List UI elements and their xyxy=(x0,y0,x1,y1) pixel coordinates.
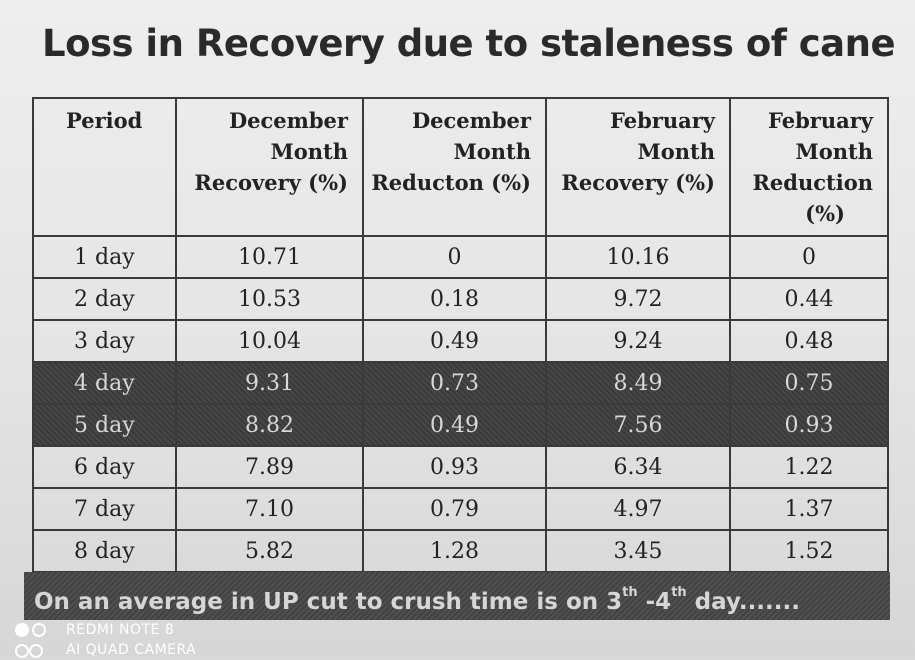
table-cell: 9.72 xyxy=(545,277,731,321)
period-cell: 6 day xyxy=(32,445,177,489)
header-december-recovery: December Month Recovery (%) xyxy=(175,97,364,237)
period-cell: 3 day xyxy=(32,319,177,363)
period-cell: 5 day xyxy=(32,403,177,447)
table-cell: 0.49 xyxy=(362,403,547,447)
table-cell: 0.49 xyxy=(362,319,547,363)
header-february-recovery: February Month Recovery (%) xyxy=(545,97,731,237)
footer-text-3: day....... xyxy=(686,589,800,615)
recovery-table: Period December Month Recovery (%) Decem… xyxy=(32,97,889,573)
table-cell: 7.10 xyxy=(175,487,364,531)
table-row: 3 day 10.04 0.49 9.24 0.48 xyxy=(32,319,889,363)
table-cell: 9.31 xyxy=(175,361,364,405)
period-cell: 7 day xyxy=(32,487,177,531)
table-cell: 0.93 xyxy=(362,445,547,489)
header-period: Period xyxy=(32,97,177,237)
header-december-reduction: December Month Reducton (%) xyxy=(362,97,547,237)
table-cell: 4.97 xyxy=(545,487,731,531)
table-cell: 6.34 xyxy=(545,445,731,489)
table-cell: 0.75 xyxy=(729,361,889,405)
table-cell: 3.45 xyxy=(545,529,731,573)
table-cell: 10.53 xyxy=(175,277,364,321)
table-row-highlighted: 4 day 9.31 0.73 8.49 0.75 xyxy=(32,361,889,405)
watermark-line-1: REDMI NOTE 8 xyxy=(66,622,175,638)
table-row: 7 day 7.10 0.79 4.97 1.37 xyxy=(32,487,889,531)
table-row: 6 day 7.89 0.93 6.34 1.22 xyxy=(32,445,889,489)
table-cell: 8.49 xyxy=(545,361,731,405)
table-cell: 0.73 xyxy=(362,361,547,405)
table-cell: 10.04 xyxy=(175,319,364,363)
table-cell: 0.18 xyxy=(362,277,547,321)
table-cell: 7.89 xyxy=(175,445,364,489)
slide-title: Loss in Recovery due to staleness of can… xyxy=(42,22,896,65)
footer-text-2: -4 xyxy=(637,589,672,615)
table-cell: 1.28 xyxy=(362,529,547,573)
table-cell: 7.56 xyxy=(545,403,731,447)
table-row: 2 day 10.53 0.18 9.72 0.44 xyxy=(32,277,889,321)
table-row: 8 day 5.82 1.28 3.45 1.52 xyxy=(32,529,889,573)
table-cell: 10.16 xyxy=(545,235,731,279)
camera-watermark: REDMI NOTE 8 AI QUAD CAMERA xyxy=(14,620,196,660)
table-cell: 5.82 xyxy=(175,529,364,573)
table-cell: 0.48 xyxy=(729,319,889,363)
table-row: 1 day 10.71 0 10.16 0 xyxy=(32,235,889,279)
table-row-highlighted: 5 day 8.82 0.49 7.56 0.93 xyxy=(32,403,889,447)
footer-sup-2: th xyxy=(671,585,687,600)
period-cell: 8 day xyxy=(32,529,177,573)
table-cell: 1.37 xyxy=(729,487,889,531)
footer-sup-1: th xyxy=(622,585,638,600)
header-february-reduction: February Month Reduction (%) xyxy=(729,97,889,237)
camera-dots-icon xyxy=(14,621,56,639)
period-cell: 2 day xyxy=(32,277,177,321)
table-cell: 0.79 xyxy=(362,487,547,531)
footer-banner: On an average in UP cut to crush time is… xyxy=(24,572,890,620)
table-cell: 0 xyxy=(729,235,889,279)
header-row: Period December Month Recovery (%) Decem… xyxy=(32,97,889,237)
table-cell: 8.82 xyxy=(175,403,364,447)
table-cell: 0 xyxy=(362,235,547,279)
table-cell: 1.52 xyxy=(729,529,889,573)
table-cell: 9.24 xyxy=(545,319,731,363)
watermark-line-2: AI QUAD CAMERA xyxy=(66,642,197,658)
quad-camera-icon xyxy=(14,641,56,659)
footer-text-1: On an average in UP cut to crush time is… xyxy=(34,589,623,615)
table-cell: 1.22 xyxy=(729,445,889,489)
period-cell: 4 day xyxy=(32,361,177,405)
table-cell: 0.44 xyxy=(729,277,889,321)
table-cell: 0.93 xyxy=(729,403,889,447)
period-cell: 1 day xyxy=(32,235,177,279)
table-cell: 10.71 xyxy=(175,235,364,279)
